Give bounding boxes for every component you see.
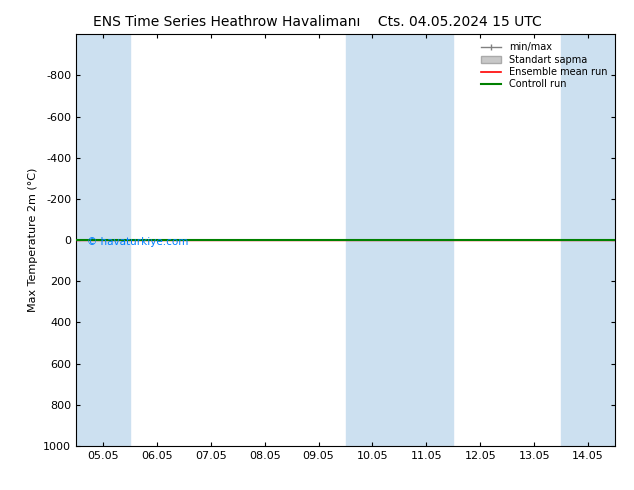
Y-axis label: Max Temperature 2m (°C): Max Temperature 2m (°C)	[28, 168, 37, 312]
Bar	[76, 34, 130, 446]
Bar	[346, 34, 453, 446]
Legend: min/max, Standart sapma, Ensemble mean run, Controll run: min/max, Standart sapma, Ensemble mean r…	[479, 39, 610, 92]
Bar	[561, 34, 615, 446]
Text: ENS Time Series Heathrow Havalimanı    Cts. 04.05.2024 15 UTC: ENS Time Series Heathrow Havalimanı Cts.…	[93, 15, 541, 29]
Text: © havaturkiye.com: © havaturkiye.com	[87, 237, 188, 247]
